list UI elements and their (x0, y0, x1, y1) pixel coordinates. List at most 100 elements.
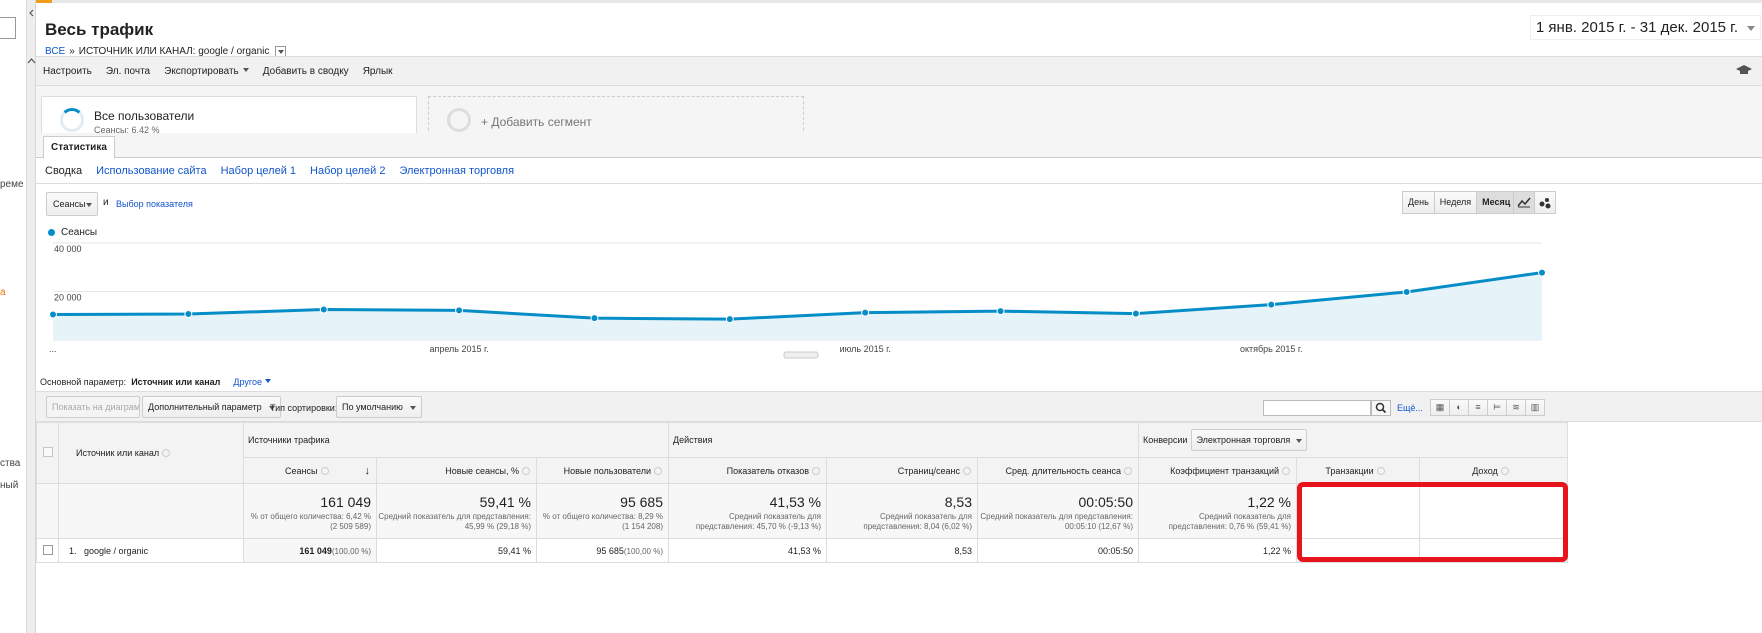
collapse-bar[interactable] (27, 0, 36, 633)
plot-rows-button[interactable]: Показать на диаграмме (46, 396, 140, 418)
row-duration: 00:05:50 (977, 538, 1139, 563)
motion-chart-icon[interactable] (1534, 191, 1556, 214)
row-source-link[interactable]: google / organic (84, 545, 149, 556)
table-view-icon[interactable]: ▦ (1430, 399, 1450, 416)
term-cloud-view-icon[interactable]: ≋ (1506, 399, 1526, 416)
help-icon[interactable] (1124, 466, 1132, 475)
col-label: Сред. длительность сеанса (1005, 465, 1121, 476)
help-icon[interactable] (812, 466, 820, 475)
data-point (725, 315, 734, 324)
shortcut-button[interactable]: Ярлык (362, 65, 393, 77)
col-sessions-header[interactable]: Сеансы ↓ (243, 457, 377, 484)
customize-button[interactable]: Настроить (43, 65, 92, 77)
row-bounce: 41,53 % (668, 538, 827, 563)
graduation-cap-icon[interactable] (1736, 65, 1752, 75)
subtab-site-usage[interactable]: Использование сайта (96, 164, 207, 177)
total-value: 59,41 % (479, 494, 531, 510)
secondary-dimension-select[interactable]: Дополнительный параметр (142, 396, 281, 418)
total-sessions: 161 049 % от общего количества: 6,42 % (2… (243, 483, 377, 539)
data-point (1402, 287, 1411, 296)
table-search-input[interactable] (1263, 400, 1371, 416)
sort-type-select[interactable]: По умолчанию (336, 396, 422, 418)
col-bounce-header[interactable]: Показатель отказов (668, 457, 827, 484)
pivot-view-icon[interactable]: ▥ (1525, 399, 1545, 416)
col-duration-header[interactable]: Сред. длительность сеанса (977, 457, 1139, 484)
total-value: 95 685 (620, 494, 663, 510)
sort-arrow-icon: ↓ (364, 464, 371, 477)
help-icon[interactable] (963, 466, 971, 475)
total-conv-rate: 1,22 % Средний показатель для представлен… (1138, 483, 1297, 539)
y-tick-label: 20 000 (54, 293, 82, 303)
help-icon[interactable] (1282, 466, 1290, 475)
help-icon[interactable] (162, 449, 171, 457)
date-range-picker[interactable]: 1 янв. 2015 г. - 31 дек. 2015 г. (1529, 15, 1761, 40)
conversion-select[interactable]: Электронная торговля (1191, 429, 1308, 451)
search-box-fragment[interactable] (0, 17, 16, 39)
totals-row: 161 049 % от общего количества: 6,42 % (2… (36, 483, 1568, 539)
total-value: 8,53 (944, 494, 972, 510)
subtab-bar: Сводка Использование сайта Набор целей 1… (36, 158, 1762, 184)
other-dimension-link[interactable]: Другое (233, 377, 271, 387)
subtab-ecommerce[interactable]: Электронная торговля (399, 164, 515, 177)
row-sessions: 161 049(100,00 %) (243, 538, 377, 563)
subtab-summary[interactable]: Сводка (45, 164, 83, 177)
total-bounce: 41,53 % Средний показатель для представле… (668, 483, 827, 539)
col-label: Доход (1472, 465, 1498, 476)
data-point (590, 314, 599, 323)
email-button[interactable]: Эл. почта (105, 65, 151, 77)
sessions-chart: 40 000 20 000... апрель 2015 г. июль 2015 г… (49, 242, 1546, 359)
metric-select[interactable]: Сеансы (46, 192, 98, 216)
performance-view-icon[interactable]: ≡ (1468, 399, 1488, 416)
export-button[interactable]: Экспортировать (164, 66, 249, 77)
data-point (49, 310, 57, 319)
col-label: Транзакции (1325, 465, 1374, 476)
primary-dimension-value[interactable]: Источник или канал (131, 377, 221, 387)
advanced-filter-link[interactable]: Ещё... (1397, 403, 1423, 413)
totals-empty-cell (58, 483, 244, 539)
breadcrumb-all-link[interactable]: ВСЕ (45, 46, 66, 57)
add-segment-button[interactable]: + Добавить сегмент (428, 96, 804, 146)
col-pages-header[interactable]: Страниц/сеанс (826, 457, 978, 484)
subtab-goal-set-1[interactable]: Набор целей 1 (220, 164, 297, 177)
data-point (455, 306, 464, 315)
col-new-sessions-header[interactable]: Новые сеансы, % (376, 457, 537, 484)
col-transactions-header[interactable]: Транзакции (1296, 457, 1420, 484)
select-all-checkbox[interactable] (42, 447, 53, 457)
total-sub: Средний показатель для представления: 45… (695, 512, 821, 531)
choose-metric-link[interactable]: Выбор показателя (116, 199, 193, 209)
conversions-label: Конверсии (1143, 435, 1188, 445)
add-to-dashboard-button[interactable]: Добавить в сводку (262, 65, 349, 77)
primary-dimension-label: Основной параметр: (40, 377, 127, 387)
row-checkbox-cell (36, 538, 59, 563)
chevron-up-icon[interactable] (27, 56, 36, 66)
subtab-goal-set-2[interactable]: Набор целей 2 (310, 164, 386, 177)
total-new-users: 95 685 % от общего количества: 8,29 % (1 … (536, 483, 669, 539)
help-icon[interactable] (522, 466, 530, 475)
col-label: Новые сеансы, % (445, 465, 519, 476)
help-icon[interactable] (1376, 466, 1385, 475)
col-label: Коэффициент транзакций (1170, 465, 1279, 476)
nav-text-fragment: реме (0, 179, 24, 190)
row-new-sessions: 59,41 % (376, 538, 537, 563)
chevron-left-icon[interactable] (27, 8, 36, 18)
pie-view-icon[interactable]: ◐ (1449, 399, 1469, 416)
col-revenue-header[interactable]: Доход (1419, 457, 1568, 484)
left-navigation-pane: реме а ства ный (0, 0, 27, 633)
row-pct: (100,00 %) (331, 546, 371, 556)
conversions-group-header: Конверсии Электронная торговля (1138, 422, 1568, 458)
total-value: 1,22 % (1247, 494, 1291, 510)
help-icon[interactable] (1500, 466, 1509, 475)
report-main: Весь трафик ВСЕ » ИСТОЧНИК ИЛИ КАНАЛ: go… (36, 3, 1762, 633)
row-checkbox[interactable] (42, 544, 53, 555)
comparison-view-icon[interactable]: ⊨ (1487, 399, 1507, 416)
search-icon[interactable] (1371, 400, 1391, 416)
highlight-annotation (1297, 482, 1568, 562)
help-icon[interactable] (654, 466, 662, 475)
col-conv-rate-header[interactable]: Коэффициент транзакций (1138, 457, 1297, 484)
source-column-header[interactable]: Источник или канал (58, 422, 244, 484)
y-tick-label: 40 000 (54, 244, 82, 254)
tab-statistics[interactable]: Статистика (43, 136, 115, 159)
col-new-users-header[interactable]: Новые пользователи (536, 457, 669, 484)
data-table: Источник или канал Источники трафика Дей… (36, 422, 1568, 563)
help-icon[interactable] (320, 466, 329, 475)
